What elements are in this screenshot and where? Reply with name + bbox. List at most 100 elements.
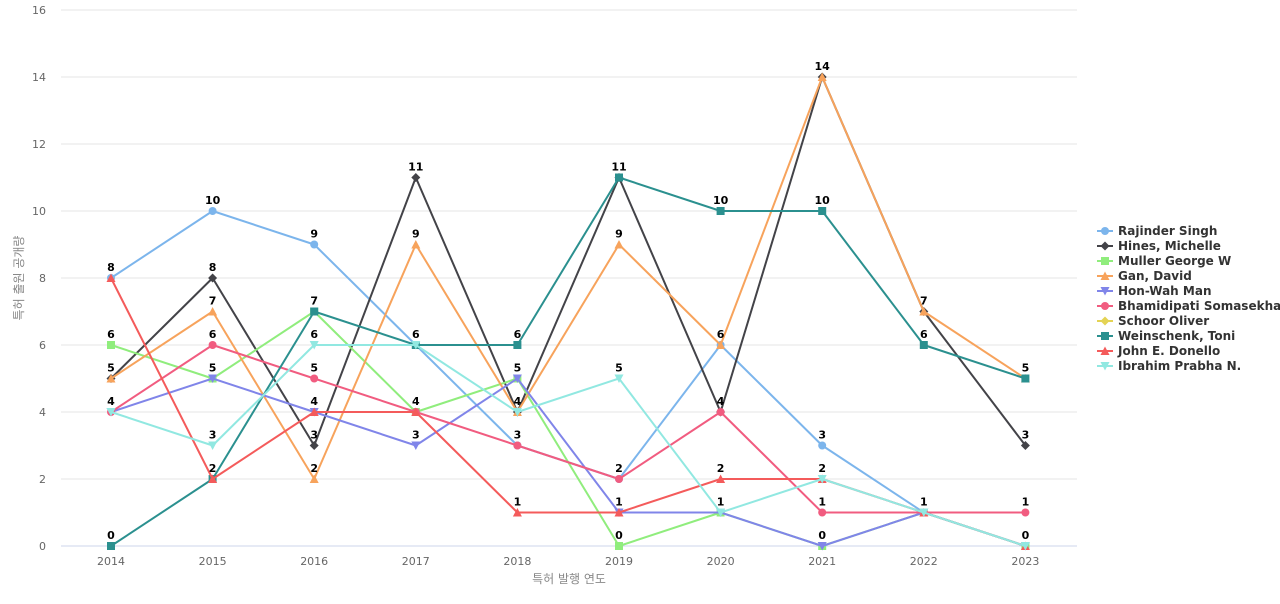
- data-label: 7: [209, 295, 217, 308]
- data-point: [208, 307, 218, 316]
- data-label: 3: [412, 429, 420, 442]
- series-line: [110, 344, 1027, 547]
- legend-item: Bhamidipati Somasekhar: [1097, 299, 1280, 313]
- data-point: [1101, 257, 1109, 265]
- y-axis-title: 특허 출원 공개량: [12, 236, 26, 321]
- data-label: 0: [615, 529, 623, 542]
- data-label: 10: [205, 194, 221, 207]
- y-tick-label: 2: [39, 473, 46, 486]
- data-point: [411, 407, 421, 416]
- data-point: [614, 240, 624, 249]
- data-point: [1100, 241, 1110, 251]
- data-label: 8: [209, 261, 217, 274]
- data-label: 3: [818, 429, 826, 442]
- data-label: 5: [310, 362, 318, 375]
- data-label: 6: [209, 328, 217, 341]
- data-point: [512, 374, 522, 383]
- data-point: [208, 341, 217, 349]
- data-label: 6: [514, 328, 522, 341]
- series: [106, 341, 1030, 551]
- data-label: 6: [717, 328, 725, 341]
- data-point: [1100, 316, 1110, 326]
- legend-item: Schoor Oliver: [1097, 314, 1209, 328]
- data-label: 1: [514, 496, 522, 509]
- x-tick-label: 2014: [97, 555, 125, 568]
- data-point: [1020, 441, 1030, 450]
- data-point: [615, 542, 623, 550]
- data-point: [817, 542, 827, 551]
- data-point: [1101, 227, 1109, 235]
- data-point: [411, 441, 421, 450]
- data-label: 2: [615, 462, 623, 475]
- data-point: [817, 72, 827, 81]
- data-point: [817, 475, 827, 484]
- data-label: 0: [1022, 529, 1030, 542]
- data-label: 1: [1022, 496, 1030, 509]
- data-point: [513, 341, 522, 349]
- data-point: [1021, 508, 1030, 517]
- grid-layer: [61, 9, 1077, 547]
- data-label: 4: [107, 395, 115, 408]
- data-label: 5: [1022, 362, 1030, 375]
- data-point: [309, 441, 319, 450]
- data-point: [512, 408, 522, 417]
- data-label: 10: [713, 194, 729, 207]
- data-point: [208, 441, 218, 450]
- data-label: 4: [514, 395, 522, 408]
- data-label: 6: [310, 328, 318, 341]
- legend-item: Muller George W: [1097, 254, 1231, 268]
- data-label: 6: [920, 328, 928, 341]
- data-label: 1: [717, 496, 725, 509]
- data-label: 9: [615, 228, 623, 241]
- data-label: 2: [717, 462, 725, 475]
- series-line: [110, 310, 1027, 547]
- y-tick-label: 14: [32, 71, 46, 84]
- data-point: [208, 207, 217, 215]
- data-label: 3: [1022, 429, 1030, 442]
- data-point: [106, 273, 116, 282]
- legend-item: Hon-Wah Man: [1097, 284, 1211, 298]
- x-tick-label: 2022: [910, 555, 938, 568]
- y-tick-label: 6: [39, 339, 46, 352]
- data-label: 9: [310, 228, 318, 241]
- data-point: [411, 240, 421, 249]
- data-point: [310, 307, 319, 316]
- data-point: [919, 307, 929, 316]
- data-point: [716, 207, 725, 215]
- data-label: 2: [818, 462, 826, 475]
- data-label: 3: [209, 429, 217, 442]
- data-point: [310, 240, 319, 249]
- data-label: 0: [818, 529, 826, 542]
- x-tick-label: 2019: [605, 555, 633, 568]
- data-point: [615, 173, 623, 182]
- data-label: 6: [412, 328, 420, 341]
- data-point: [1100, 346, 1110, 355]
- data-point: [818, 508, 827, 517]
- legend-label: Muller George W: [1118, 254, 1231, 268]
- legend-label: Weinschenk, Toni: [1118, 329, 1235, 343]
- data-label: 5: [615, 362, 623, 375]
- data-point: [1021, 374, 1030, 383]
- legend-item: Weinschenk, Toni: [1097, 329, 1235, 343]
- data-label: 3: [310, 429, 318, 442]
- legend-label: Hines, Michelle: [1118, 239, 1221, 253]
- data-point: [107, 542, 115, 550]
- data-label: 4: [717, 395, 725, 408]
- data-label: 2: [310, 462, 318, 475]
- data-point: [208, 273, 218, 283]
- data-point: [208, 374, 218, 383]
- series-layer: [106, 72, 1030, 551]
- data-label: 5: [514, 362, 522, 375]
- y-tick-label: 10: [32, 205, 46, 218]
- data-point: [716, 474, 726, 483]
- data-point: [208, 474, 218, 483]
- legend-item: John E. Donello: [1097, 344, 1220, 358]
- data-point: [614, 508, 624, 517]
- data-point: [716, 508, 726, 517]
- data-point: [106, 408, 116, 417]
- x-tick-label: 2020: [707, 555, 735, 568]
- data-point: [1100, 287, 1110, 296]
- x-tick-label: 2016: [300, 555, 328, 568]
